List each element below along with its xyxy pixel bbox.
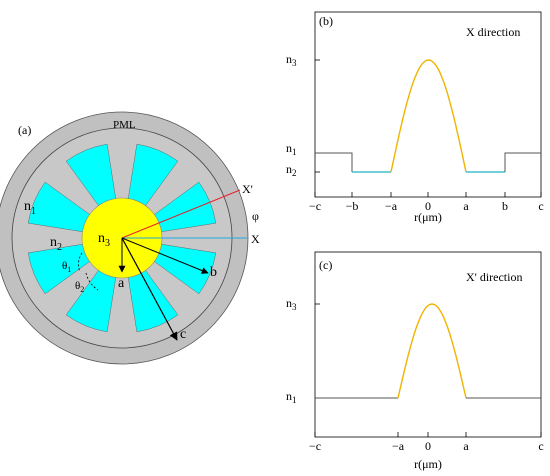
b-series-core: [390, 59, 467, 173]
b-xlabel: r(μm): [414, 210, 442, 224]
theta1-label: θ1: [62, 260, 71, 274]
b-ylabel-n2: n2: [286, 162, 297, 178]
n2-label: n2: [50, 235, 62, 253]
theta2-arc: [85, 272, 99, 291]
c-xtick-label: −c: [309, 439, 321, 453]
radius-a-label: a: [118, 276, 125, 291]
x-prime-axis-line: [121, 189, 241, 239]
b-xtick-label: −a: [385, 199, 398, 213]
c-xtick-label: 0: [425, 439, 431, 453]
panel-c-label: (c): [319, 258, 332, 272]
theta2-label: θ2: [75, 280, 84, 294]
b-xtick-label: −b: [346, 199, 359, 213]
b-ylabel-n3: n3: [286, 52, 297, 68]
c-xtick-label: c: [538, 439, 543, 453]
b-x-ticks: −c −b −a 0 a b c: [309, 192, 544, 213]
radius-c-arrow: [121, 237, 178, 341]
c-xtick-label: −a: [392, 439, 405, 453]
n3-label: n3: [98, 231, 110, 249]
pml-label: PML: [113, 119, 136, 131]
radius-b-arrow: [121, 237, 209, 274]
phi-label: φ: [252, 209, 259, 223]
c-xlabel: r(μm): [414, 457, 442, 471]
panel-c-x-prime-direction-profile: (c) X' direction n3 n1 −c −a 0 a c r(μm): [286, 251, 544, 471]
c-xtick-label: a: [463, 439, 469, 453]
b-xtick-label: 0: [425, 199, 431, 213]
c-series-core: [397, 303, 467, 399]
b-xtick-label: −c: [309, 199, 321, 213]
radius-b-label: b: [210, 265, 217, 280]
panel-b-title: X direction: [466, 25, 520, 39]
theta1-arc: [78, 252, 83, 273]
panel-b-x-direction-profile: (b) X direction n3 n1 n2 −c −b −a 0 a b c r(μm…: [286, 11, 544, 224]
b-series-left-n1: [315, 152, 353, 172]
b-ylabel-n1: n1: [286, 141, 297, 157]
panel-b-frame: [314, 11, 542, 198]
panel-b-label: (b): [319, 14, 333, 28]
c-x-ticks: −c −a 0 a c: [309, 432, 544, 453]
panel-c-title: X' direction: [466, 270, 522, 284]
n1-label: n1: [24, 199, 36, 217]
b-xtick-label: c: [538, 199, 543, 213]
c-ylabel-n3: n3: [286, 296, 297, 312]
b-xtick-label: a: [463, 199, 469, 213]
x-prime-axis-label: X': [242, 182, 253, 196]
c-ylabel-n1: n1: [286, 389, 297, 405]
panel-a-label: (a): [18, 123, 31, 137]
radius-c-label: c: [180, 327, 186, 342]
x-axis-label: X: [251, 232, 260, 246]
panel-a-fiber-cross-section: (a) PML n1 n2 n3 X X' φ a b c θ1 θ2: [0, 111, 260, 365]
b-xtick-label: b: [502, 199, 508, 213]
b-series-right-n1: [504, 152, 541, 172]
